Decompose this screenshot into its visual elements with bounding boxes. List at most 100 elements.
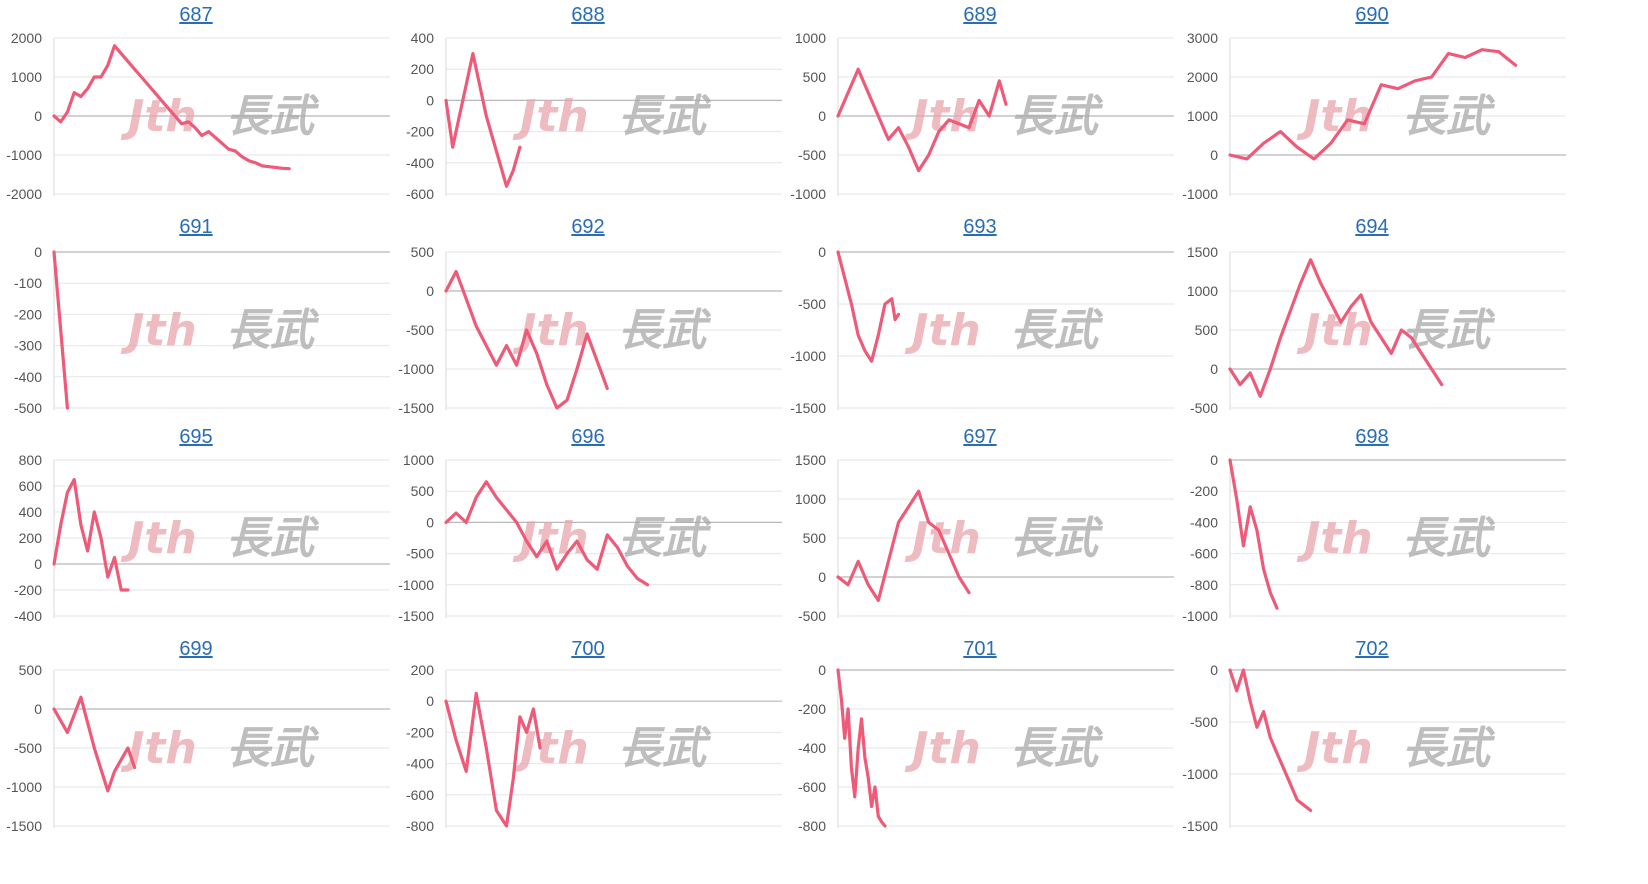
- y-tick-label: -400: [798, 740, 826, 756]
- watermark-logo-left: Jth: [512, 723, 589, 774]
- watermark-logo-left: Jth: [120, 305, 197, 356]
- y-tick-label: -1000: [1182, 186, 1218, 202]
- chart-title-link[interactable]: 692: [571, 216, 605, 238]
- y-tick-label: -500: [798, 296, 826, 312]
- y-tick-label: 0: [426, 92, 434, 108]
- watermark-logo-right: 長武: [226, 513, 320, 564]
- y-tick-label: 0: [34, 556, 42, 572]
- watermark-logo-left: Jth: [904, 305, 981, 356]
- watermark-logo-left: Jth: [512, 305, 589, 356]
- chart-title-link[interactable]: 698: [1355, 426, 1389, 448]
- chart-panel-695: 695 800 600 400 200 0 -200 -400 Jth 長武: [0, 422, 392, 634]
- series-line: [1228, 48, 1518, 161]
- line-chart: 200 0 -200 -400 -600 -800 Jth 長武: [406, 662, 782, 834]
- series-line: [52, 44, 291, 171]
- watermark-logo-right: 長武: [1402, 723, 1496, 774]
- y-tick-label: -1500: [398, 608, 434, 624]
- series-line: [836, 67, 1008, 173]
- watermark-logo-left: Jth: [1296, 305, 1373, 356]
- watermark-logo-left: Jth: [120, 91, 197, 142]
- y-tick-label: 1000: [1187, 283, 1218, 299]
- series-line: [1228, 458, 1279, 610]
- series-line: [444, 691, 542, 828]
- watermark-logo-left: Jth: [120, 723, 197, 774]
- y-tick-label: 0: [426, 283, 434, 299]
- chart-title-link[interactable]: 688: [571, 4, 605, 26]
- chart-title-link[interactable]: 702: [1355, 638, 1389, 660]
- watermark-logo-right: 長武: [1010, 91, 1104, 142]
- chart-title-link[interactable]: 694: [1355, 216, 1389, 238]
- y-tick-label: -500: [406, 322, 434, 338]
- chart-panel-700: 700 200 0 -200 -400 -600 -800 Jth 長武: [392, 634, 784, 884]
- chart-panel-693: 693 0 -500 -1000 -1500 Jth 長武: [784, 212, 1176, 422]
- watermark-logo-right: 長武: [1402, 513, 1496, 564]
- chart-panel-702: 702 0 -500 -1000 -1500 Jth 長武: [1176, 634, 1568, 884]
- y-tick-label: 0: [1210, 662, 1218, 678]
- chart-title-link[interactable]: 701: [963, 638, 997, 660]
- series-line: [52, 695, 137, 793]
- line-chart: 0 -500 -1000 -1500 Jth 長武: [1182, 662, 1566, 834]
- series-line: [444, 480, 650, 587]
- chart-panel-699: 699 500 0 -500 -1000 -1500 Jth 長武: [0, 634, 392, 884]
- y-tick-label: 200: [411, 662, 435, 678]
- y-tick-label: -500: [14, 400, 42, 416]
- y-tick-label: 0: [426, 693, 434, 709]
- watermark-logo-right: 長武: [618, 723, 712, 774]
- chart-panel-690: 690 3000 2000 1000 0 -1000 Jth 長武: [1176, 0, 1568, 212]
- y-tick-label: 0: [1210, 452, 1218, 468]
- chart-title-link[interactable]: 700: [571, 638, 605, 660]
- chart-panel-696: 696 1000 500 0 -500 -1000 -1500 Jth 長武: [392, 422, 784, 634]
- y-tick-label: 500: [803, 69, 827, 85]
- y-tick-label: 400: [411, 30, 435, 46]
- y-tick-label: 0: [818, 662, 826, 678]
- y-tick-label: -1000: [790, 186, 826, 202]
- series-line: [836, 668, 887, 828]
- y-tick-label: -400: [14, 608, 42, 624]
- y-tick-label: 0: [1210, 361, 1218, 377]
- chart-title-link[interactable]: 699: [179, 638, 213, 660]
- y-tick-label: -500: [14, 740, 42, 756]
- y-tick-label: 800: [19, 452, 43, 468]
- y-tick-label: -600: [406, 787, 434, 803]
- series-line: [836, 489, 971, 602]
- y-tick-label: -1000: [6, 147, 42, 163]
- chart-title-link[interactable]: 691: [179, 216, 213, 238]
- y-tick-label: -500: [1190, 400, 1218, 416]
- y-tick-label: 1000: [11, 69, 42, 85]
- chart-title-link[interactable]: 695: [179, 426, 213, 448]
- y-tick-label: -600: [1190, 546, 1218, 562]
- series-line: [836, 250, 901, 363]
- y-tick-label: 1500: [1187, 244, 1218, 260]
- y-tick-label: 0: [34, 244, 42, 260]
- y-tick-label: 0: [818, 108, 826, 124]
- chart-title-link[interactable]: 690: [1355, 4, 1389, 26]
- y-tick-label: -1000: [1182, 766, 1218, 782]
- chart-title-link[interactable]: 687: [179, 4, 213, 26]
- y-tick-label: -400: [1190, 514, 1218, 530]
- line-chart: 3000 2000 1000 0 -1000 Jth 長武: [1182, 30, 1566, 202]
- y-tick-label: 0: [818, 244, 826, 260]
- chart-title-link[interactable]: 696: [571, 426, 605, 448]
- line-chart: 0 -500 -1000 -1500 Jth 長武: [790, 244, 1174, 416]
- watermark-logo-right: 長武: [618, 305, 712, 356]
- y-tick-label: 3000: [1187, 30, 1218, 46]
- y-tick-label: -200: [406, 124, 434, 140]
- chart-title-link[interactable]: 693: [963, 216, 997, 238]
- watermark-logo-right: 長武: [226, 91, 320, 142]
- y-tick-label: -800: [798, 818, 826, 834]
- y-tick-label: 400: [19, 504, 43, 520]
- y-tick-label: -500: [798, 147, 826, 163]
- chart-title-link[interactable]: 689: [963, 4, 997, 26]
- y-tick-label: 500: [411, 244, 435, 260]
- chart-title-link[interactable]: 697: [963, 426, 997, 448]
- y-tick-label: -600: [798, 779, 826, 795]
- y-tick-label: 600: [19, 478, 43, 494]
- y-tick-label: -1000: [398, 577, 434, 593]
- line-chart: 2000 1000 0 -1000 -2000 Jth 長武: [6, 30, 390, 202]
- y-tick-label: 0: [818, 569, 826, 585]
- series-line: [444, 51, 522, 188]
- line-chart: 800 600 400 200 0 -200 -400 Jth 長武: [14, 452, 390, 624]
- y-tick-label: -1000: [1182, 608, 1218, 624]
